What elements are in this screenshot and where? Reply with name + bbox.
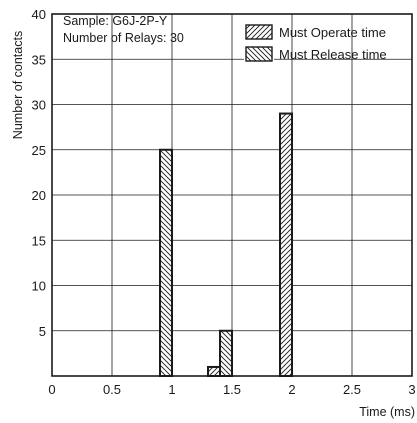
x-tick-label: 0.5 [103, 382, 121, 397]
y-axis-label: Number of contacts [11, 31, 25, 139]
x-tick-label: 1 [168, 382, 175, 397]
bars [159, 112, 293, 378]
y-tick-label: 20 [32, 188, 46, 203]
annotation-box: Sample: G6J-2P-Y Number of Relays: 30 [63, 14, 184, 45]
annotation-relay-count: Number of Relays: 30 [63, 31, 184, 45]
y-tick-label: 40 [32, 7, 46, 22]
bar-operate-1 [279, 112, 293, 378]
y-tick-label: 30 [32, 98, 46, 113]
y-tick-label: 5 [39, 324, 46, 339]
x-tick-label: 3 [408, 382, 415, 397]
plot-area-frame [51, 13, 413, 377]
x-tick-label: 1.5 [223, 382, 241, 397]
legend-swatch-must-release [245, 46, 273, 62]
y-tick-label: 10 [32, 279, 46, 294]
y-tick-label: 25 [32, 143, 46, 158]
annotation-sample: Sample: G6J-2P-Y [63, 14, 168, 28]
bar-release-0 [159, 148, 173, 377]
x-axis-label: Time (ms) [359, 405, 415, 419]
legend-swatch-must-operate [245, 24, 273, 40]
x-tick-label: 2 [288, 382, 295, 397]
legend: Must Operate time Must Release time [244, 23, 387, 62]
bar-release-1 [219, 329, 233, 377]
y-tick-label: 35 [32, 52, 46, 67]
y-tick-label: 15 [32, 233, 46, 248]
x-tick-label: 2.5 [343, 382, 361, 397]
legend-label-must-release: Must Release time [279, 47, 387, 62]
bar-operate-0 [207, 365, 221, 378]
grid-lines [52, 14, 412, 376]
x-tick-label: 0 [48, 382, 55, 397]
legend-label-must-operate: Must Operate time [279, 25, 386, 40]
